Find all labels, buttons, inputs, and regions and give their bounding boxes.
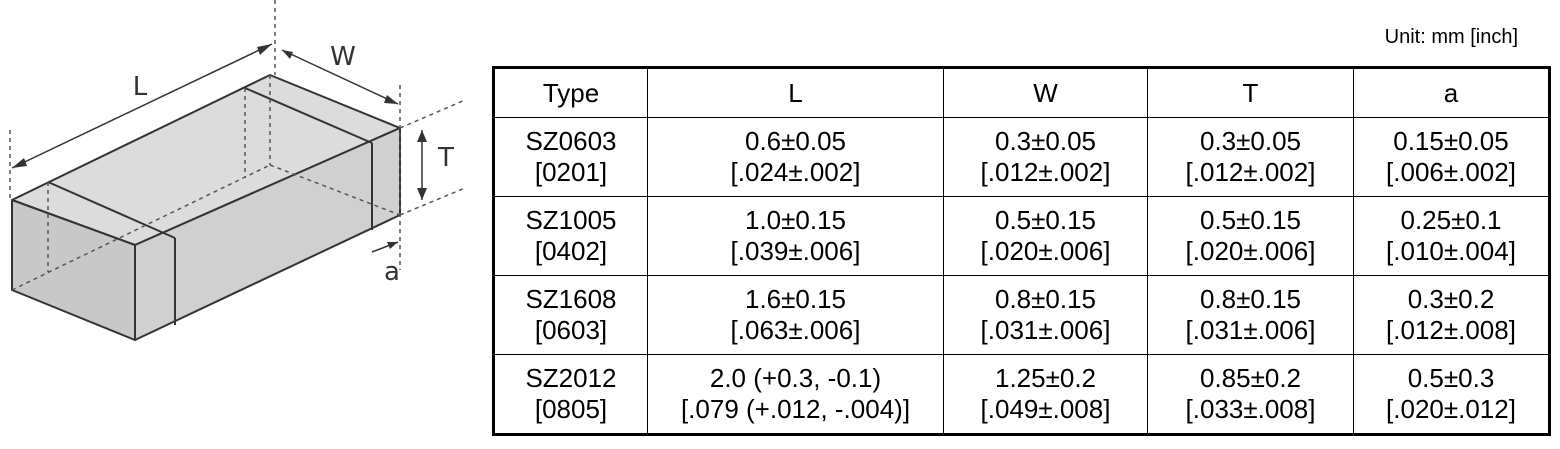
cell-line: 0.6±0.05 — [744, 126, 847, 156]
table-row: SZ2012 [0805] 2.0 (+0.3, -0.1) [.079 (+.012… — [493, 354, 1550, 435]
cell-line: [.020±.006] — [1185, 236, 1316, 266]
label-w: W — [330, 42, 356, 72]
cell-line: [.031±.006] — [1185, 315, 1316, 345]
cell-line: SZ1005 — [525, 205, 617, 235]
cell-line: 1.0±0.15 — [744, 205, 847, 235]
label-a: a — [384, 257, 400, 287]
table-cell: SZ1608 [0603] — [493, 275, 648, 355]
table-cell: 0.5±0.15 [.020±.006] — [943, 196, 1148, 276]
cell-line: [.006±.002] — [1386, 157, 1516, 187]
cell-line: SZ1608 — [525, 284, 617, 314]
table-row: SZ1005 [0402] 1.0±0.15 [.039±.006] 0.5±0.15[… — [493, 196, 1550, 276]
table-cell: SZ2012 [0805] — [493, 354, 648, 435]
cell-line: 1.6±0.15 — [744, 284, 847, 314]
cell-line: 0.5±0.15 — [1199, 205, 1302, 235]
cell-line: [.033±.008] — [1185, 394, 1316, 424]
cell-line: [.079 (+.012, -.004)] — [680, 394, 911, 424]
cell-line: [.031±.006] — [980, 315, 1111, 345]
table-cell: 0.6±0.05 [.024±.002] — [647, 117, 944, 197]
cell-line: [.020±.012] — [1386, 394, 1516, 424]
table-row: SZ0603 [0201] 0.6±0.05 [.024±.002] 0.3±0.05[… — [493, 117, 1550, 197]
cell-line: [0201] — [534, 157, 608, 187]
table-cell: 0.8±0.15 [.031±.006] — [1147, 275, 1354, 355]
cell-line: [.039±.006] — [730, 236, 861, 266]
cell-line: [.012±.002] — [1185, 157, 1316, 187]
cell-line: [0603] — [534, 315, 608, 345]
table-cell: 0.3±0.2 [.012±.008] — [1353, 275, 1550, 355]
table-row: SZ1608 [0603] 1.6±0.15 [.063±.006] 0.8±0.15[… — [493, 275, 1550, 355]
table-cell: 0.8±0.15 [.031±.006] — [943, 275, 1148, 355]
table-cell: 0.3±0.05 [.012±.002] — [943, 117, 1148, 197]
label-l: L — [133, 72, 148, 102]
table-cell: SZ1005 [0402] — [493, 196, 648, 276]
table-cell: 0.5±0.3 [.020±.012] — [1353, 354, 1550, 435]
cell-line: [.020±.006] — [980, 236, 1111, 266]
cell-line: [.010±.004] — [1386, 236, 1516, 266]
cell-line: 0.15±0.05 — [1393, 126, 1509, 156]
component-diagram: L W T a — [9, 0, 466, 341]
cell-line: 0.5±0.15 — [994, 205, 1097, 235]
cell-line: [0805] — [534, 394, 608, 424]
table-cell: 1.0±0.15 [.039±.006] — [647, 196, 944, 276]
table-cell: 2.0 (+0.3, -0.1) [.079 (+.012, -.004)] — [647, 354, 944, 435]
cell-line: 1.25±0.2 — [994, 363, 1097, 393]
header-cell: T — [1147, 67, 1354, 118]
cell-line: 0.8±0.15 — [994, 284, 1097, 314]
table-cell: 0.25±0.1 [.010±.004] — [1353, 196, 1550, 276]
cell-line: SZ0603 — [525, 126, 617, 156]
header-cell: L — [647, 67, 944, 118]
header-cell: a — [1353, 67, 1550, 118]
cell-line: 2.0 (+0.3, -0.1) — [709, 363, 882, 393]
table-cell: 0.3±0.05 [.012±.002] — [1147, 117, 1354, 197]
cell-line: [.012±.008] — [1386, 315, 1516, 345]
table-cell: SZ0603 [0201] — [493, 117, 648, 197]
cell-line: 0.5±0.3 — [1407, 363, 1495, 393]
cell-line: 0.3±0.2 — [1407, 284, 1495, 314]
cell-line: 0.8±0.15 — [1199, 284, 1302, 314]
table-cell: 1.25±0.2 [.049±.008] — [943, 354, 1148, 435]
table-cell: 0.85±0.2 [.033±.008] — [1147, 354, 1354, 435]
table-cell: 0.15±0.05 [.006±.002] — [1353, 117, 1550, 197]
cell-line: [0402] — [534, 236, 608, 266]
cell-line: 0.3±0.05 — [1199, 126, 1302, 156]
cell-line: [.049±.008] — [980, 394, 1111, 424]
table-cell: 1.6±0.15 [.063±.006] — [647, 275, 944, 355]
unit-note: Unit: mm [inch] — [1384, 26, 1518, 48]
header-cell: Type — [493, 67, 648, 118]
cell-line: 0.3±0.05 — [994, 126, 1097, 156]
cell-line: [.063±.006] — [730, 315, 861, 345]
cell-line: SZ2012 — [525, 363, 617, 393]
cell-line: 0.85±0.2 — [1199, 363, 1302, 393]
label-t: T — [437, 143, 454, 173]
header-cell: W — [943, 67, 1148, 118]
cell-line: [.012±.002] — [980, 157, 1111, 187]
cell-line: [.024±.002] — [730, 157, 861, 187]
table-cell: 0.5±0.15 [.020±.006] — [1147, 196, 1354, 276]
cell-line: 0.25±0.1 — [1400, 205, 1502, 235]
